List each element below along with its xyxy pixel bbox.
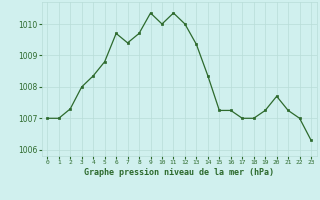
X-axis label: Graphe pression niveau de la mer (hPa): Graphe pression niveau de la mer (hPa): [84, 168, 274, 177]
